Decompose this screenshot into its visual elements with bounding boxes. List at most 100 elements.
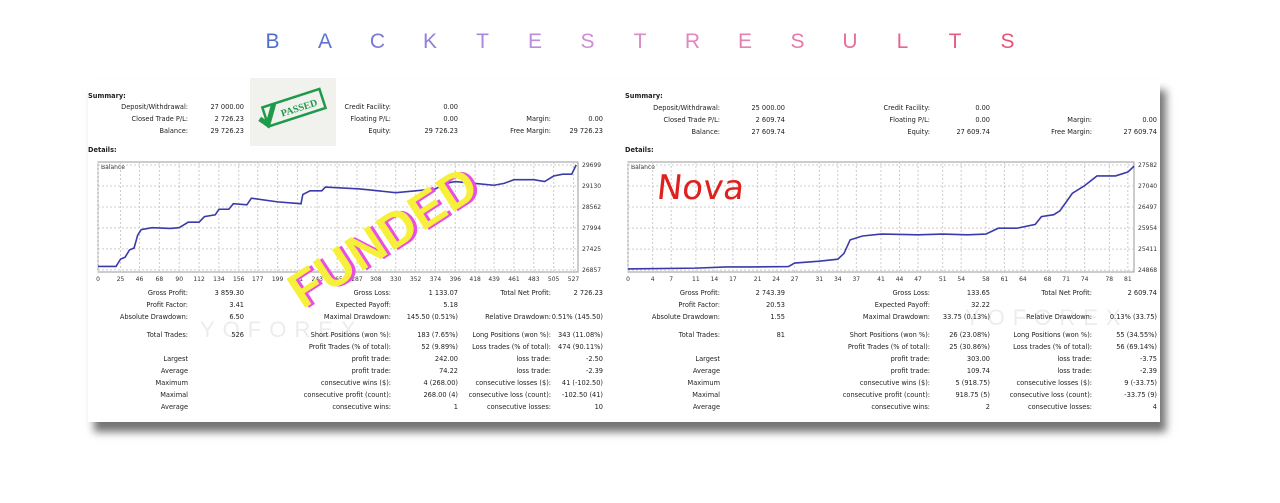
stat-value: 0.00 <box>975 116 990 124</box>
summary-table: Deposit/Withdrawal: 27 000.00 Credit Facil… <box>88 101 603 137</box>
watermark: YOFOREX <box>200 317 364 342</box>
x-tick-label: 46 <box>136 276 144 283</box>
stat-label: Floating P/L: <box>889 116 930 124</box>
right-report: Summary: Deposit/Withdrawal: 25 000.00 Cre… <box>620 80 1160 422</box>
stat-value: 5 (918.75) <box>955 379 990 387</box>
stat-label: Maximal Drawdown: <box>862 313 930 321</box>
x-tick-label: 330 <box>390 276 402 283</box>
stat-label <box>990 299 1092 311</box>
stat-value: 25 (30.86%) <box>949 343 990 351</box>
stat-value: 27 609.74 <box>956 128 990 136</box>
stat-label: Margin: <box>1067 116 1092 124</box>
stat-label: Deposit/Withdrawal: <box>653 104 720 112</box>
x-tick-label: 78 <box>1105 276 1113 283</box>
stat-value: 242.00 <box>434 355 458 363</box>
x-tick-label: 527 <box>568 276 580 283</box>
y-tick-label: 24868 <box>1138 267 1157 274</box>
stat-value <box>720 377 785 389</box>
stat-value: 0.00 <box>975 104 990 112</box>
title-letter: C <box>369 30 386 53</box>
stat-value: 0.00 <box>588 115 603 123</box>
x-tick-label: 243 <box>312 276 324 283</box>
stat-value: 2 726.23 <box>573 289 603 297</box>
stat-label: Expected Payoff: <box>335 301 391 309</box>
stat-label: Profit Factor: <box>678 301 720 309</box>
title-letter: T <box>476 30 489 53</box>
title-letter: T <box>948 30 962 53</box>
title-letter: T <box>633 30 647 53</box>
stat-value: 109.74 <box>966 367 990 375</box>
stat-value <box>188 377 244 389</box>
stat-label: consecutive loss (count): <box>468 391 551 399</box>
x-tick-label: 25 <box>117 276 125 283</box>
y-tick-label: 29130 <box>582 183 601 190</box>
stat-value: -102.50 (41) <box>561 391 603 399</box>
stat-label: Largest <box>163 355 188 363</box>
stat-value <box>188 389 244 401</box>
stat-label <box>990 102 1092 114</box>
backtest-sheet: Summary: Deposit/Withdrawal: 27 000.00 Cre… <box>88 78 1160 422</box>
balance-line <box>98 164 577 268</box>
title-letter: S <box>580 30 595 53</box>
x-tick-label: 54 <box>957 276 965 283</box>
stat-label: consecutive profit (count): <box>303 391 391 399</box>
x-tick-label: 483 <box>528 276 540 283</box>
stat-label <box>620 341 720 353</box>
stat-value: 25 000.00 <box>751 104 785 112</box>
stat-label: Maximal Drawdown: <box>323 313 391 321</box>
stat-value: 4 (268.00) <box>423 379 458 387</box>
x-tick-label: 68 <box>1044 276 1052 283</box>
stat-label: consecutive losses: <box>1027 403 1092 411</box>
x-tick-label: 418 <box>469 276 481 283</box>
x-tick-label: 0 <box>626 276 630 283</box>
stat-value: 29 726.23 <box>569 127 603 135</box>
stat-value <box>551 101 603 113</box>
stat-label <box>458 101 551 113</box>
stat-value <box>720 389 785 401</box>
stat-value <box>720 365 785 377</box>
stat-label: Maximal <box>692 391 720 399</box>
watermark: YOFOREX <box>965 305 1129 330</box>
stat-label: Short Positions (won %): <box>849 331 930 339</box>
x-tick-label: 68 <box>156 276 164 283</box>
summary-heading: Summary: <box>625 92 663 100</box>
title-letter: L <box>896 30 909 53</box>
x-tick-label: 352 <box>410 276 422 283</box>
stat-value: 0.00 <box>443 115 458 123</box>
stat-value <box>1092 299 1157 311</box>
stat-label: profit trade: <box>890 367 930 375</box>
stat-label: Maximum <box>687 379 721 387</box>
stat-value: 0.00 <box>1142 116 1157 124</box>
stat-value: 27 000.00 <box>210 103 244 111</box>
stats-table: Gross Profit: 2 743.39 Gross Loss: 133.65 To… <box>620 287 1157 413</box>
stat-value: 133.65 <box>966 289 990 297</box>
stat-label: Expected Payoff: <box>874 301 930 309</box>
stat-value: 9 (-33.75) <box>1124 379 1157 387</box>
x-tick-label: 177 <box>252 276 264 283</box>
stat-value <box>720 341 785 353</box>
x-tick-label: 0 <box>96 276 100 283</box>
stat-value: 6.50 <box>229 313 244 321</box>
stat-label: Closed Trade P/L: <box>131 115 188 123</box>
stat-value <box>1092 102 1157 114</box>
stat-label: Credit Facility: <box>883 104 930 112</box>
stat-label: Loss trades (% of total): <box>472 343 551 351</box>
stat-label: Free Margin: <box>1051 128 1092 136</box>
x-tick-label: 58 <box>982 276 990 283</box>
stat-value <box>551 299 603 311</box>
stat-label: profit trade: <box>890 355 930 363</box>
stat-value <box>188 365 244 377</box>
stat-value: 303.00 <box>966 355 990 363</box>
x-tick-label: 17 <box>729 276 737 283</box>
stat-label: profit trade: <box>351 367 391 375</box>
stat-label: consecutive wins ($): <box>320 379 391 387</box>
stat-label: Relative Drawdown: <box>485 313 551 321</box>
stat-value: 183 (7.65%) <box>417 331 458 339</box>
summary-heading: Summary: <box>88 92 126 100</box>
balance-line <box>627 165 1135 270</box>
x-tick-label: 81 <box>1124 276 1132 283</box>
stat-value: 474 (90.11%) <box>558 343 603 351</box>
balance-chart-left: Balance 0 25 46 68 90 112 134 156 177 199 221 243 265… <box>96 161 601 283</box>
